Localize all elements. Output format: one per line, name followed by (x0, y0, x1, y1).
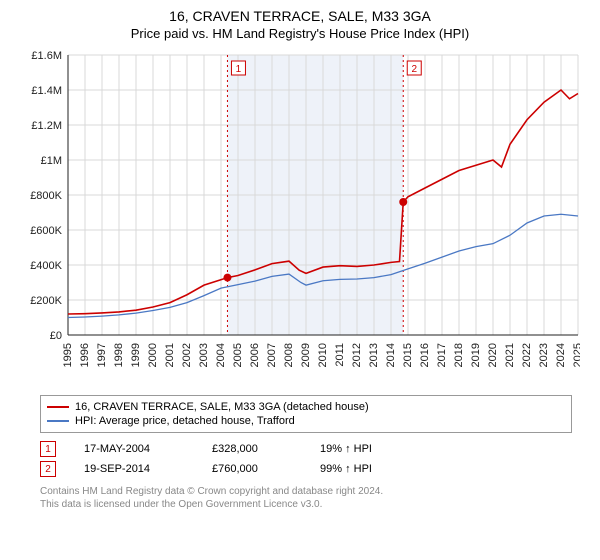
chart-title: 16, CRAVEN TERRACE, SALE, M33 3GA (10, 8, 590, 24)
sale-delta: 99% ↑ HPI (320, 463, 372, 475)
svg-text:2018: 2018 (453, 343, 465, 367)
svg-text:2012: 2012 (351, 343, 363, 367)
svg-text:2022: 2022 (521, 343, 533, 367)
svg-text:£1M: £1M (41, 155, 62, 167)
svg-text:1998: 1998 (113, 343, 125, 367)
svg-text:2006: 2006 (249, 343, 261, 367)
svg-text:1999: 1999 (130, 343, 142, 367)
sale-date: 19-SEP-2014 (84, 463, 184, 475)
svg-text:2021: 2021 (504, 343, 516, 367)
legend-item: HPI: Average price, detached house, Traf… (47, 414, 565, 428)
svg-text:2020: 2020 (487, 343, 499, 367)
svg-text:2009: 2009 (300, 343, 312, 367)
svg-text:2005: 2005 (232, 343, 244, 367)
svg-text:£1.2M: £1.2M (31, 120, 62, 132)
sale-delta: 19% ↑ HPI (320, 443, 372, 455)
svg-text:2024: 2024 (555, 343, 567, 367)
svg-text:£400K: £400K (30, 260, 62, 272)
sale-price: £328,000 (212, 443, 292, 455)
legend-swatch (47, 420, 69, 422)
svg-text:2010: 2010 (317, 343, 329, 367)
svg-text:2017: 2017 (436, 343, 448, 367)
svg-text:2014: 2014 (385, 343, 397, 367)
legend-item: 16, CRAVEN TERRACE, SALE, M33 3GA (detac… (47, 400, 565, 414)
svg-text:2015: 2015 (402, 343, 414, 367)
sale-row: 2 19-SEP-2014 £760,000 99% ↑ HPI (40, 459, 572, 479)
sales-table: 1 17-MAY-2004 £328,000 19% ↑ HPI 2 19-SEP-201… (40, 439, 572, 479)
line-chart: £0 £200K £400K £600K £800K £1M £1.2M £1.4M £1.6M… (20, 49, 580, 389)
chart-subtitle: Price paid vs. HM Land Registry's House … (10, 26, 590, 41)
svg-text:1: 1 (236, 64, 242, 75)
sale-marker: 1 (40, 441, 56, 457)
svg-text:2013: 2013 (368, 343, 380, 367)
svg-text:2002: 2002 (181, 343, 193, 367)
svg-text:2011: 2011 (334, 343, 346, 367)
svg-text:£1.6M: £1.6M (31, 50, 62, 62)
sale-row: 1 17-MAY-2004 £328,000 19% ↑ HPI (40, 439, 572, 459)
legend-label: 16, CRAVEN TERRACE, SALE, M33 3GA (detac… (75, 401, 369, 413)
svg-text:£800K: £800K (30, 190, 62, 202)
legend-swatch (47, 406, 69, 408)
sale-date: 17-MAY-2004 (84, 443, 184, 455)
svg-text:£0: £0 (50, 330, 62, 342)
svg-text:2: 2 (411, 64, 417, 75)
svg-text:1996: 1996 (79, 343, 91, 367)
svg-text:2007: 2007 (266, 343, 278, 367)
note-line: This data is licensed under the Open Gov… (40, 498, 572, 511)
svg-text:2004: 2004 (215, 343, 227, 367)
svg-text:2001: 2001 (164, 343, 176, 367)
svg-text:2023: 2023 (538, 343, 550, 367)
sale-marker: 2 (40, 461, 56, 477)
legend: 16, CRAVEN TERRACE, SALE, M33 3GA (detac… (40, 395, 572, 433)
svg-text:£600K: £600K (30, 225, 62, 237)
svg-text:1997: 1997 (96, 343, 108, 367)
svg-text:£200K: £200K (30, 295, 62, 307)
svg-text:£1.4M: £1.4M (31, 85, 62, 97)
footer-notes: Contains HM Land Registry data © Crown c… (40, 485, 572, 511)
sale-price: £760,000 (212, 463, 292, 475)
svg-text:2000: 2000 (147, 343, 159, 367)
svg-text:2016: 2016 (419, 343, 431, 367)
svg-text:1995: 1995 (62, 343, 74, 367)
svg-text:2019: 2019 (470, 343, 482, 367)
svg-text:2025: 2025 (572, 343, 580, 367)
legend-label: HPI: Average price, detached house, Traf… (75, 415, 295, 427)
note-line: Contains HM Land Registry data © Crown c… (40, 485, 572, 498)
svg-text:2008: 2008 (283, 343, 295, 367)
svg-text:2003: 2003 (198, 343, 210, 367)
